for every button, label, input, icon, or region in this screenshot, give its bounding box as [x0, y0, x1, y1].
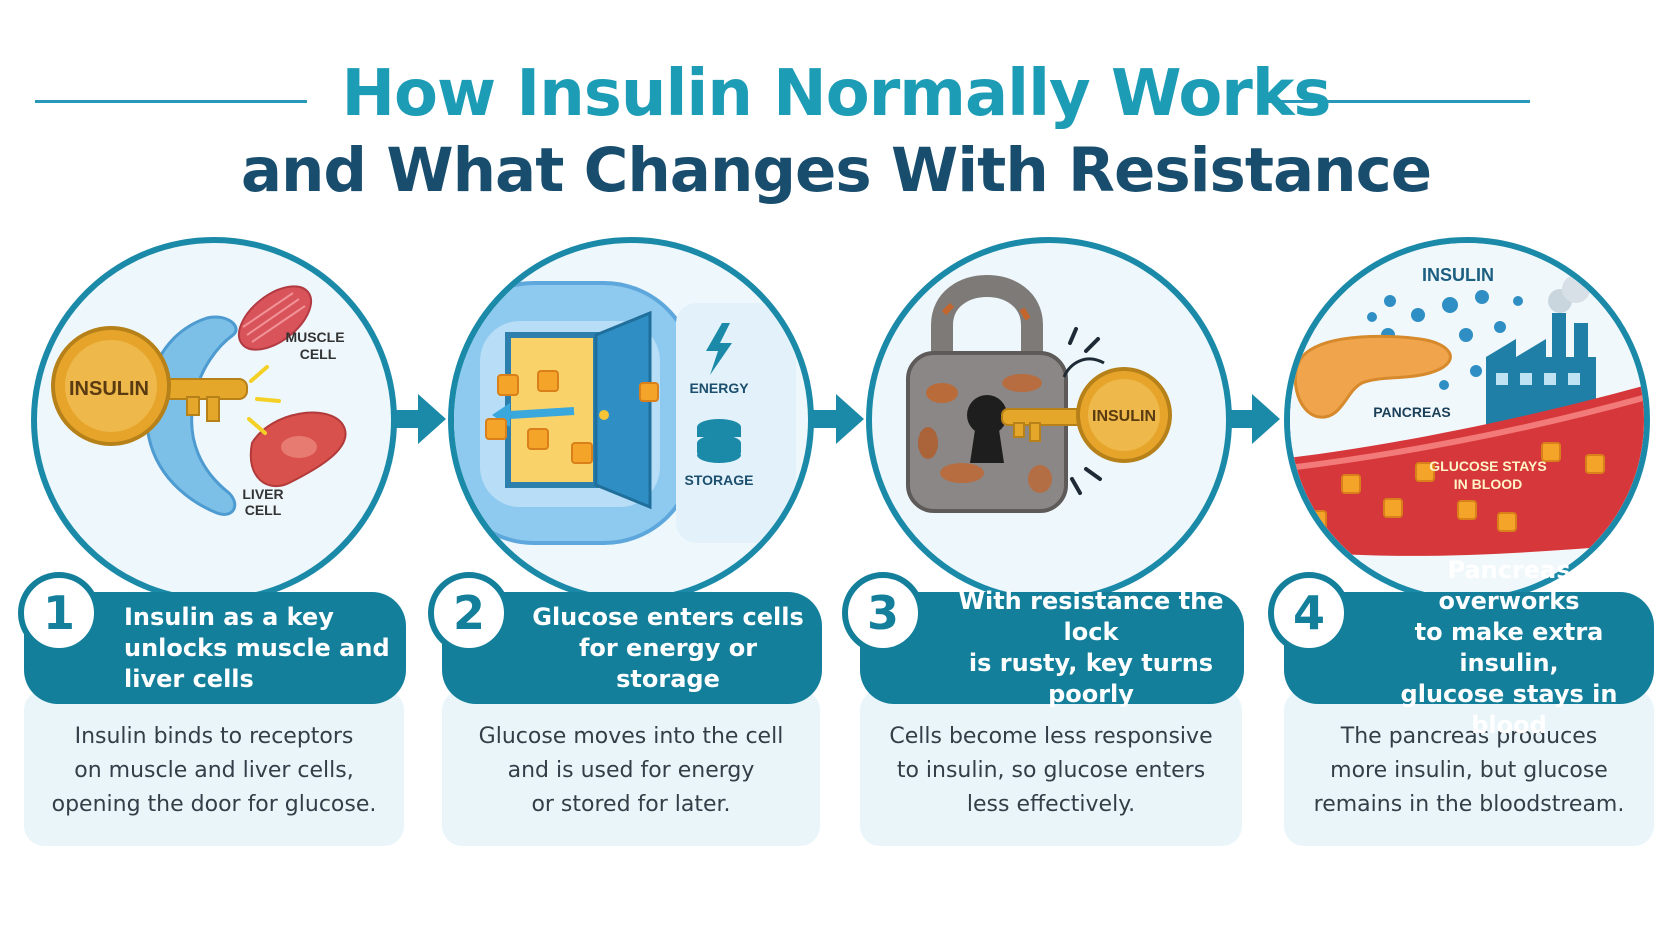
- step-4-heading-line-2: to make extra insulin,: [1414, 618, 1604, 677]
- step-3-description: Cells become less responsive to insulin,…: [860, 690, 1242, 846]
- insulin-label: INSULIN: [1422, 265, 1494, 285]
- step-3-number-badge: 3: [842, 572, 924, 654]
- step-1-body-line-1: Insulin binds to receptors: [74, 724, 354, 749]
- step-2-heading-line-1: Glucose enters cells: [532, 602, 804, 631]
- step-1-heading-line-1: Insulin as a key: [124, 602, 334, 631]
- step-4-body-line-1: The pancreas produces: [1340, 724, 1598, 749]
- arrow-right-icon: [392, 394, 446, 444]
- step-4-description: The pancreas produces more insulin, but …: [1284, 690, 1654, 846]
- step-4-heading-line-3: glucose stays in blood: [1400, 680, 1618, 739]
- key-label: INSULIN: [69, 378, 149, 400]
- illustration-pancreas-overworks: INSULIN PANCREAS: [1284, 237, 1650, 603]
- step-1-description: Insulin binds to receptors on muscle and…: [24, 690, 404, 846]
- storage-stack-icon: [697, 419, 741, 463]
- blood-label-2: IN BLOOD: [1454, 476, 1522, 492]
- energy-label: ENERGY: [689, 380, 749, 396]
- step-4-heading-line-1: Pancreas overworks: [1438, 556, 1580, 615]
- energy-bolt-icon: [706, 323, 732, 375]
- arrow-right-icon: [810, 394, 864, 444]
- step-2-heading-line-2: for energy or storage: [578, 633, 758, 693]
- illustration-glucose-entry: ENERGY STORAGE: [448, 237, 814, 603]
- rusty-padlock-icon: [906, 275, 1068, 513]
- step-4-number-badge: 4: [1268, 572, 1350, 654]
- illustration-rusty-lock: INSULIN: [866, 237, 1232, 603]
- step-4-body-line-3: remains in the bloodstream.: [1313, 792, 1625, 817]
- step-2-body-line-1: Glucose moves into the cell: [478, 724, 784, 749]
- blood-label-1: GLUCOSE STAYS: [1429, 458, 1546, 474]
- liver-cell-label-1: LIVER: [242, 486, 283, 502]
- step-2-number-badge: 2: [428, 572, 510, 654]
- muscle-cell-label-1: MUSCLE: [285, 329, 344, 345]
- muscle-cell-label-2: CELL: [300, 346, 337, 362]
- step-3-body-line-1: Cells become less responsive: [889, 724, 1213, 749]
- step-2-description: Glucose moves into the cell and is used …: [442, 690, 820, 846]
- step-1-body-line-3: opening the door for glucose.: [51, 792, 377, 817]
- title-line-1: How Insulin Normally Works: [341, 57, 1331, 131]
- glucose-cube-icon: [485, 370, 659, 464]
- pancreas-icon: [1293, 334, 1452, 419]
- title-rule-left: [35, 100, 307, 103]
- muscle-cell-icon: [238, 285, 312, 351]
- title-line-2: and What Changes With Resistance: [240, 135, 1432, 206]
- storage-label: STORAGE: [685, 472, 754, 488]
- glucose-cube-icon: [1307, 442, 1605, 532]
- step-3-heading-line-1: With resistance the lock: [958, 587, 1224, 646]
- step-1-number-badge: 1: [18, 572, 100, 654]
- illustration-insulin-key: INSULIN MUSCLE CELL LIVER CELL: [31, 237, 397, 603]
- step-3-body-line-2: to insulin, so glucose enters: [896, 758, 1206, 783]
- title-rule-right: [1258, 100, 1530, 103]
- liver-cell-icon: [249, 411, 347, 488]
- step-2-body-line-3: or stored for later.: [531, 792, 731, 817]
- step-3-heading-line-2: is rusty, key turns poorly: [968, 649, 1214, 708]
- key-icon: [51, 326, 248, 446]
- key-icon: [1001, 367, 1172, 463]
- step-1-heading-line-2: unlocks muscle and: [124, 633, 390, 662]
- step-1-heading-line-3: liver cells: [124, 664, 254, 693]
- step-1-body-line-2: on muscle and liver cells,: [74, 758, 354, 783]
- key-label: INSULIN: [1092, 408, 1156, 425]
- blood-vessel-icon: [1290, 385, 1644, 556]
- liver-cell-label-2: CELL: [245, 502, 282, 518]
- pancreas-label: PANCREAS: [1373, 404, 1451, 420]
- step-3-banner: With resistance the lock is rusty, key t…: [860, 587, 1244, 708]
- step-2-body-line-2: and is used for energy: [507, 758, 755, 783]
- step-4-banner: Pancreas overworks to make extra insulin…: [1284, 556, 1654, 739]
- step-2-banner: Glucose enters cells for energy or stora…: [442, 592, 822, 704]
- step-3-body-line-3: less effectively.: [966, 792, 1136, 817]
- arrow-right-icon: [1226, 394, 1280, 444]
- step-4-body-line-2: more insulin, but glucose: [1330, 758, 1608, 783]
